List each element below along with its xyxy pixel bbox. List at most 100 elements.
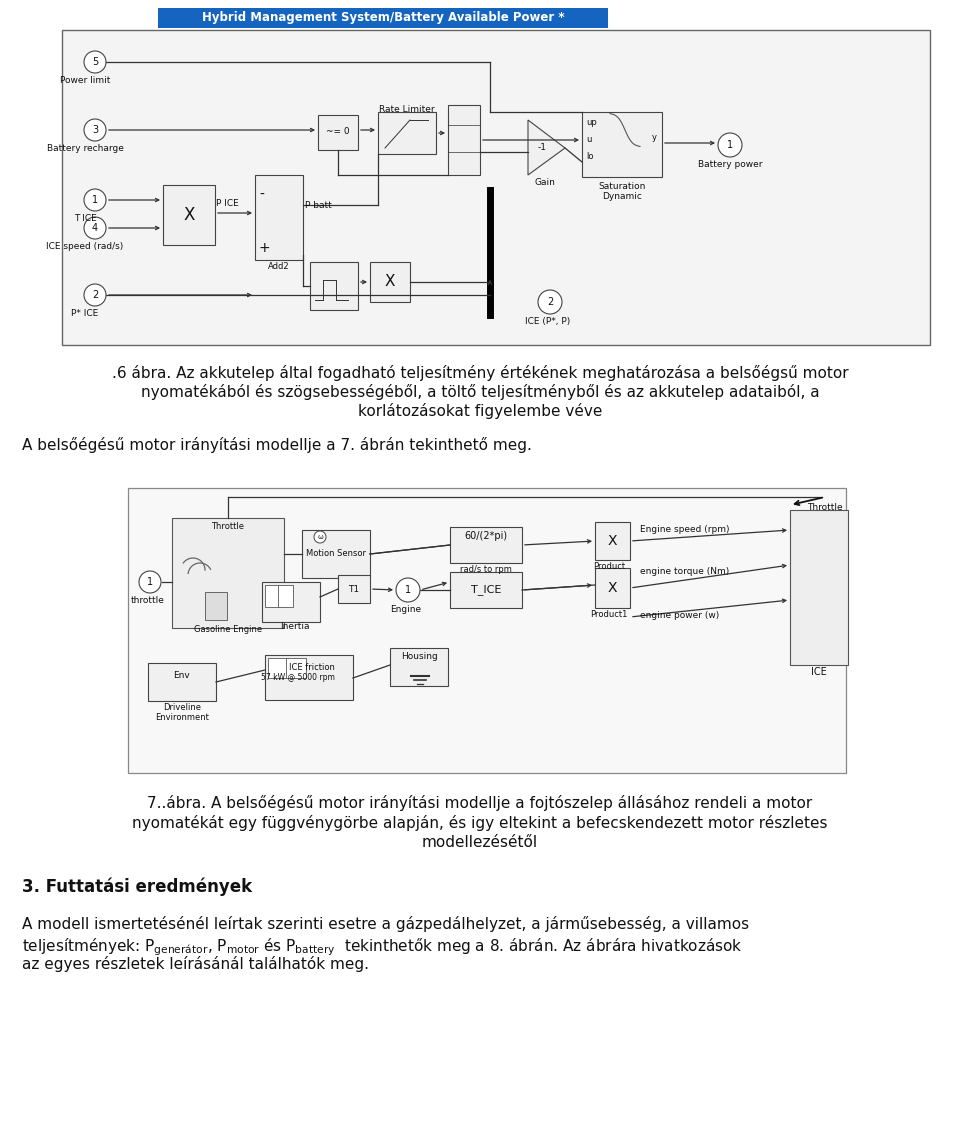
Text: Product: Product — [593, 563, 625, 571]
Bar — [595, 522, 630, 560]
Bar — [148, 664, 216, 701]
Text: 1: 1 — [92, 195, 98, 205]
Text: teljesítmények: P$_{\mathregular{generátor}}$, P$_{\mathregular{motor}}$ és P$_{: teljesítmények: P$_{\mathregular{generát… — [22, 936, 743, 957]
Text: lo: lo — [586, 152, 593, 161]
Text: T_ICE: T_ICE — [470, 584, 501, 596]
Circle shape — [396, 577, 420, 602]
Bar — [163, 185, 215, 245]
Text: 2: 2 — [92, 290, 98, 300]
Circle shape — [314, 532, 326, 543]
Bar — [255, 174, 303, 259]
Polygon shape — [528, 121, 565, 174]
Bar — [310, 262, 358, 310]
Circle shape — [538, 290, 562, 315]
Text: engine power (w): engine power (w) — [640, 611, 719, 620]
Text: Engine speed (rpm): Engine speed (rpm) — [640, 526, 730, 535]
Bar — [318, 115, 358, 150]
Text: T1: T1 — [348, 584, 360, 594]
Bar — [448, 104, 480, 174]
Bar — [595, 568, 630, 608]
Text: A belsőégésű motor irányítási modellje a 7. ábrán tekinthető meg.: A belsőégésű motor irányítási modellje a… — [22, 437, 532, 453]
Text: ICE: ICE — [811, 667, 827, 677]
Bar — [158, 8, 608, 28]
Text: P ICE: P ICE — [216, 200, 239, 209]
Text: X: X — [385, 274, 396, 289]
Bar — [370, 262, 410, 302]
Text: -1: -1 — [538, 144, 546, 153]
Circle shape — [84, 217, 106, 239]
Text: Motion Sensor: Motion Sensor — [306, 550, 366, 558]
Bar — [265, 585, 280, 607]
Bar — [378, 113, 436, 154]
Text: 57 kW @ 5000 rpm: 57 kW @ 5000 rpm — [261, 673, 335, 682]
Text: T ICE: T ICE — [74, 214, 96, 223]
Text: up: up — [586, 118, 597, 127]
Text: Throttle: Throttle — [807, 503, 843, 512]
Bar — [582, 113, 662, 177]
Text: ω: ω — [317, 534, 323, 540]
Bar — [62, 30, 930, 346]
Text: A modell ismertetésénél leírtak szerinti esetre a gázpedálhelyzet, a járműsebess: A modell ismertetésénél leírtak szerinti… — [22, 916, 749, 932]
Text: ICE friction: ICE friction — [289, 664, 335, 672]
Text: ~= 0: ~= 0 — [326, 127, 349, 137]
Text: Product1: Product1 — [590, 610, 628, 619]
Text: Add2: Add2 — [268, 262, 290, 271]
Text: Env: Env — [174, 670, 190, 680]
Text: 7..ábra. A belsőégésű motor irányítási modellje a fojtószelep állásához rendeli : 7..ábra. A belsőégésű motor irányítási m… — [148, 796, 812, 810]
Text: 3. Futtatási eredmények: 3. Futtatási eredmények — [22, 878, 252, 897]
Text: 4: 4 — [92, 223, 98, 233]
Text: 60/(2*pi): 60/(2*pi) — [465, 532, 508, 541]
Bar — [278, 585, 293, 607]
Text: .6 ábra. Az akkutelep által fogadható teljesítmény értékének meghatározása a bel: .6 ábra. Az akkutelep által fogadható te… — [111, 365, 849, 381]
Text: Battery recharge: Battery recharge — [47, 144, 124, 153]
Bar — [128, 488, 846, 773]
Text: Driveline
Environment: Driveline Environment — [156, 703, 209, 722]
Text: Inertia: Inertia — [280, 622, 310, 631]
Text: 1: 1 — [727, 140, 733, 150]
Text: Throttle: Throttle — [211, 522, 245, 532]
Text: Dynamic: Dynamic — [602, 192, 642, 201]
Text: Gain: Gain — [535, 178, 556, 187]
Bar — [450, 572, 522, 608]
Bar — [390, 647, 448, 687]
Text: az egyes részletek leírásánál találhatók meg.: az egyes részletek leírásánál találhatók… — [22, 956, 369, 972]
Text: Gasoline Engine: Gasoline Engine — [194, 625, 262, 634]
Text: Rate Limiter: Rate Limiter — [379, 104, 435, 114]
Bar — [790, 510, 848, 665]
Circle shape — [84, 51, 106, 73]
Text: Battery power: Battery power — [698, 160, 762, 169]
Text: Power limit: Power limit — [60, 76, 110, 85]
Text: ICE (P*, P): ICE (P*, P) — [525, 317, 570, 326]
Circle shape — [84, 119, 106, 141]
Text: P* ICE: P* ICE — [71, 309, 99, 318]
Text: Hybrid Management System/Battery Available Power *: Hybrid Management System/Battery Availab… — [202, 11, 564, 24]
Circle shape — [84, 284, 106, 307]
Bar — [286, 658, 306, 678]
Text: X: X — [608, 581, 616, 595]
Text: engine torque (Nm): engine torque (Nm) — [640, 567, 730, 576]
Circle shape — [139, 571, 161, 594]
Text: -: - — [259, 188, 264, 202]
Text: ICE speed (rad/s): ICE speed (rad/s) — [46, 242, 124, 251]
Text: korlátozásokat figyelembe véve: korlátozásokat figyelembe véve — [358, 403, 602, 419]
Text: nyomatékát egy függvénygörbe alapján, és igy eltekint a befecskendezett motor ré: nyomatékát egy függvénygörbe alapján, és… — [132, 815, 828, 831]
Text: P batt: P batt — [305, 201, 332, 209]
Bar — [262, 582, 320, 622]
Text: nyomatékából és szögsebességéből, a töltő teljesítményből és az akkutelep adatai: nyomatékából és szögsebességéből, a tölt… — [141, 383, 819, 400]
Circle shape — [84, 189, 106, 211]
Bar — [302, 530, 370, 577]
Bar — [268, 658, 288, 678]
Bar — [450, 527, 522, 563]
Circle shape — [718, 133, 742, 157]
Text: Engine: Engine — [391, 605, 421, 614]
Text: 3: 3 — [92, 125, 98, 135]
Text: u: u — [586, 135, 591, 144]
Text: 1: 1 — [405, 585, 411, 595]
Text: 5: 5 — [92, 57, 98, 67]
Text: X: X — [183, 205, 195, 224]
Text: throttle: throttle — [132, 596, 165, 605]
Text: +: + — [259, 241, 271, 255]
Text: 1: 1 — [147, 577, 153, 587]
Text: rad/s to rpm: rad/s to rpm — [460, 565, 512, 574]
Text: Saturation: Saturation — [598, 183, 646, 191]
